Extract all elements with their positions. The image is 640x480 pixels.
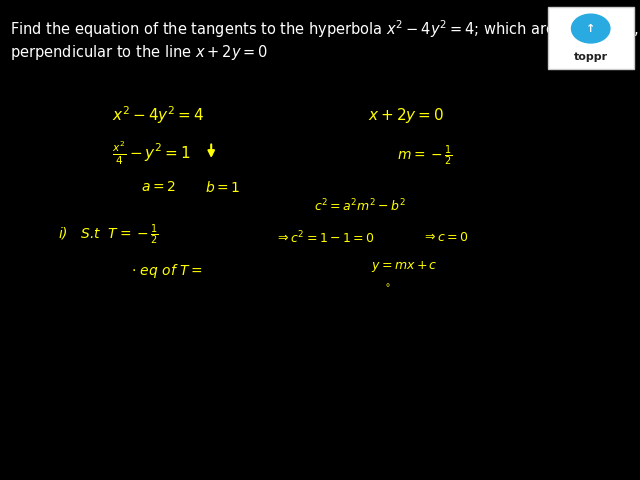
Text: $\circ$: $\circ$ <box>384 279 390 289</box>
Text: $y = mx + c$: $y = mx + c$ <box>371 259 438 274</box>
Text: $\frac{x^2}{4} - y^2 = 1$: $\frac{x^2}{4} - y^2 = 1$ <box>112 140 191 168</box>
Text: toppr: toppr <box>573 52 608 61</box>
Text: $\Rightarrow c = 0$: $\Rightarrow c = 0$ <box>422 231 469 244</box>
Text: $x^2 - 4y^2 = 4$: $x^2 - 4y^2 = 4$ <box>112 104 204 126</box>
Text: $x + 2y = 0$: $x + 2y = 0$ <box>368 106 444 125</box>
Text: $m = -\frac{1}{2}$: $m = -\frac{1}{2}$ <box>397 144 452 168</box>
Text: $\cdot$ eq of $T =$: $\cdot$ eq of $T =$ <box>131 262 203 280</box>
Text: ↑: ↑ <box>586 24 595 34</box>
Text: Find the equation of the tangents to the hyperbola $x^2 - 4y^2 = 4$; which are (: Find the equation of the tangents to the… <box>10 18 640 40</box>
Text: $a = 2$: $a = 2$ <box>141 180 176 194</box>
Text: $\Rightarrow c^2 = 1-1=0$: $\Rightarrow c^2 = 1-1=0$ <box>275 229 375 246</box>
Text: $b = 1$: $b = 1$ <box>205 180 240 195</box>
FancyBboxPatch shape <box>548 7 634 69</box>
Text: $c^2 = a^2 m^2 - b^2$: $c^2 = a^2 m^2 - b^2$ <box>314 198 406 215</box>
Text: perpendicular to the line $x + 2y = 0$: perpendicular to the line $x + 2y = 0$ <box>10 43 268 62</box>
Text: i)   S.t  $T = -\frac{1}{2}$: i) S.t $T = -\frac{1}{2}$ <box>58 223 158 247</box>
Circle shape <box>572 14 610 43</box>
